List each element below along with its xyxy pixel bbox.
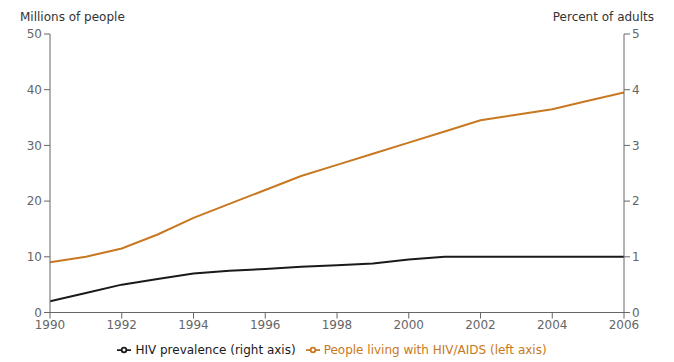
svg-text:3: 3 <box>632 139 640 153</box>
svg-text:10: 10 <box>27 250 42 264</box>
svg-text:2002: 2002 <box>465 318 496 332</box>
svg-text:5: 5 <box>632 27 640 41</box>
svg-text:0: 0 <box>34 306 42 320</box>
svg-text:2: 2 <box>632 194 640 208</box>
svg-text:30: 30 <box>27 139 42 153</box>
svg-text:1992: 1992 <box>106 318 137 332</box>
svg-text:2000: 2000 <box>393 318 424 332</box>
svg-text:1990: 1990 <box>35 318 66 332</box>
svg-text:50: 50 <box>27 27 42 41</box>
svg-text:1994: 1994 <box>178 318 209 332</box>
svg-text:1: 1 <box>632 250 640 264</box>
html-text:HIV prevalence (right axis): HIV prevalence (right axis) <box>135 342 296 357</box>
svg-text:2006: 2006 <box>609 318 640 332</box>
svg-text:20: 20 <box>27 194 42 208</box>
svg-text:1996: 1996 <box>250 318 281 332</box>
html-text:People living with HIV/AIDS (l: People living with HIV/AIDS (left axis) <box>323 342 547 357</box>
svg-text:40: 40 <box>27 83 42 97</box>
html-text:Millions of people: Millions of people <box>20 10 125 24</box>
svg-text:1998: 1998 <box>322 318 353 332</box>
html-text:Percent of adults: Percent of adults <box>552 10 654 24</box>
svg-text:0: 0 <box>632 306 640 320</box>
svg-text:2004: 2004 <box>537 318 568 332</box>
svg-text:4: 4 <box>632 83 640 97</box>
